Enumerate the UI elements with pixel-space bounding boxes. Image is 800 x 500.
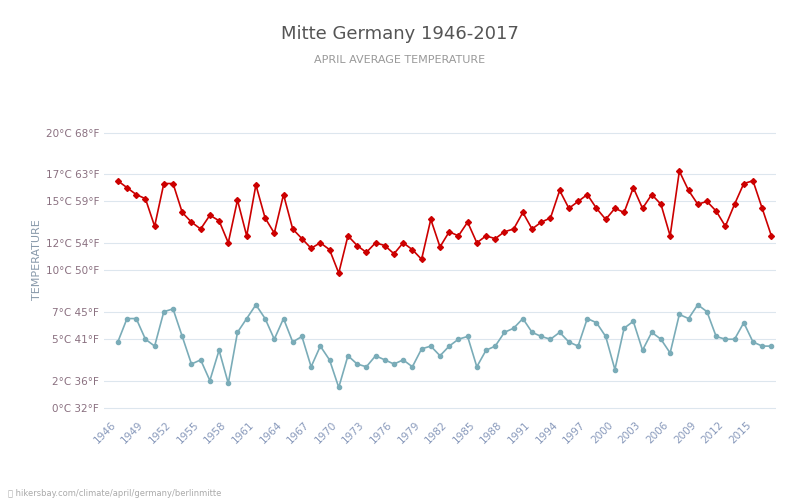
Text: APRIL AVERAGE TEMPERATURE: APRIL AVERAGE TEMPERATURE [314, 55, 486, 65]
Y-axis label: TEMPERATURE: TEMPERATURE [32, 220, 42, 300]
Text: 🌐 hikersbay.com/climate/april/germany/berlinmitte: 🌐 hikersbay.com/climate/april/germany/be… [8, 488, 222, 498]
Text: Mitte Germany 1946-2017: Mitte Germany 1946-2017 [281, 25, 519, 43]
